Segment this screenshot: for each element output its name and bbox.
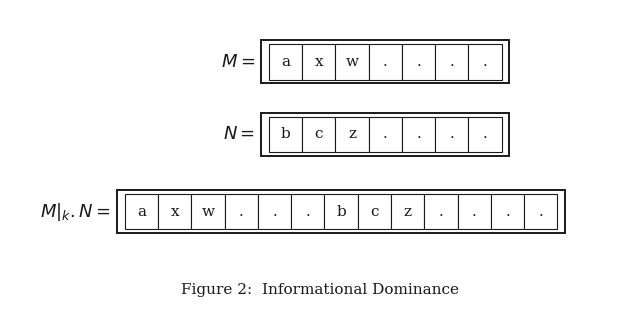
Text: a: a xyxy=(281,55,290,69)
Bar xyxy=(391,194,424,229)
Text: z: z xyxy=(404,205,412,219)
Bar xyxy=(491,194,524,229)
Bar xyxy=(458,194,491,229)
Text: .: . xyxy=(305,205,310,219)
Text: $M|_k.N = $: $M|_k.N = $ xyxy=(40,201,111,223)
Bar xyxy=(402,116,435,152)
Bar xyxy=(468,116,502,152)
Bar xyxy=(225,194,258,229)
Text: c: c xyxy=(314,127,323,142)
Text: .: . xyxy=(483,127,488,142)
Text: b: b xyxy=(280,127,291,142)
Text: .: . xyxy=(239,205,244,219)
Text: .: . xyxy=(449,55,454,69)
Text: .: . xyxy=(449,127,454,142)
Bar xyxy=(358,194,391,229)
Text: .: . xyxy=(472,205,477,219)
Text: $N = $: $N = $ xyxy=(223,125,255,143)
Bar xyxy=(468,44,502,79)
Bar xyxy=(335,116,369,152)
Text: w: w xyxy=(202,205,214,219)
Bar xyxy=(261,113,509,156)
Text: a: a xyxy=(137,205,146,219)
Bar xyxy=(261,40,509,83)
Text: .: . xyxy=(505,205,510,219)
Bar xyxy=(435,44,468,79)
Bar xyxy=(269,44,302,79)
Bar xyxy=(424,194,458,229)
Text: $M = $: $M = $ xyxy=(221,53,255,71)
Bar xyxy=(158,194,191,229)
Text: x: x xyxy=(314,55,323,69)
Bar xyxy=(524,194,557,229)
Bar xyxy=(258,194,291,229)
Text: .: . xyxy=(438,205,444,219)
Bar xyxy=(435,116,468,152)
Text: .: . xyxy=(383,127,388,142)
Bar xyxy=(269,116,302,152)
Bar xyxy=(125,194,158,229)
Bar xyxy=(324,194,358,229)
Bar xyxy=(291,194,324,229)
Text: x: x xyxy=(170,205,179,219)
Text: .: . xyxy=(272,205,277,219)
Text: Figure 2:  Informational Dominance: Figure 2: Informational Dominance xyxy=(181,283,459,297)
Text: c: c xyxy=(370,205,379,219)
Text: w: w xyxy=(346,55,358,69)
Text: b: b xyxy=(336,205,346,219)
Bar xyxy=(335,44,369,79)
Bar xyxy=(402,44,435,79)
Text: .: . xyxy=(416,55,421,69)
Text: .: . xyxy=(383,55,388,69)
Bar xyxy=(191,194,225,229)
Text: .: . xyxy=(416,127,421,142)
Text: .: . xyxy=(483,55,488,69)
Bar xyxy=(302,44,335,79)
Bar xyxy=(302,116,335,152)
Text: .: . xyxy=(538,205,543,219)
Bar xyxy=(369,116,402,152)
Bar xyxy=(117,190,565,233)
Text: z: z xyxy=(348,127,356,142)
Bar xyxy=(369,44,402,79)
